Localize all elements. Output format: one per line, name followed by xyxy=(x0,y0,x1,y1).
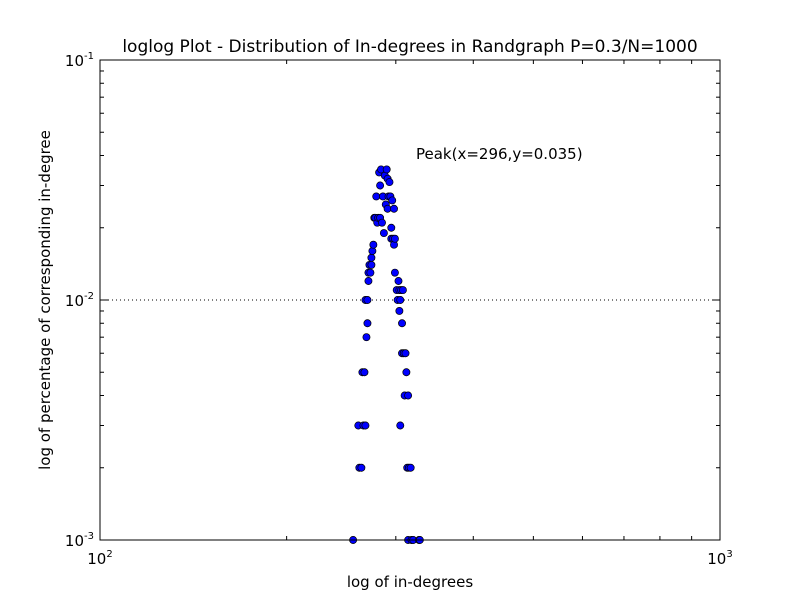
data-point xyxy=(372,192,381,201)
data-point xyxy=(360,368,369,377)
data-point xyxy=(362,333,371,342)
data-point xyxy=(382,165,391,174)
data-point xyxy=(387,223,396,232)
data-point xyxy=(367,253,376,262)
data-point xyxy=(364,277,373,285)
data-point xyxy=(402,368,411,377)
plot-frame xyxy=(99,59,721,541)
data-point xyxy=(396,421,405,430)
x-axis-label: log of in-degrees xyxy=(347,573,474,591)
data-point xyxy=(369,240,378,249)
data-point xyxy=(406,463,415,472)
data-point xyxy=(376,181,385,190)
data-point xyxy=(390,204,398,213)
data-point xyxy=(385,178,394,187)
chart-title: loglog Plot - Distribution of In-degrees… xyxy=(122,37,697,57)
data-point xyxy=(401,349,410,358)
data-point xyxy=(396,296,405,304)
y-tick-label: 10-2 xyxy=(65,291,94,310)
x-tick-label: 103 xyxy=(707,549,732,568)
data-point xyxy=(390,268,399,277)
data-point xyxy=(398,286,407,295)
x-tick-label: 102 xyxy=(87,549,112,568)
data-point xyxy=(363,319,372,328)
tick-label-layer: 102 103 10-3 10-2 10-1 xyxy=(65,51,733,568)
data-point xyxy=(394,277,403,285)
data-point xyxy=(398,319,406,328)
y-tick-label: 10-1 xyxy=(65,51,94,70)
y-tick-label: 10-3 xyxy=(65,531,94,550)
data-point xyxy=(367,260,376,269)
data-point xyxy=(390,234,399,243)
data-point xyxy=(357,463,366,472)
peak-annotation: Peak(x=296,y=0.035) xyxy=(416,145,583,163)
data-point xyxy=(378,218,386,227)
data-point xyxy=(395,307,404,315)
data-point xyxy=(366,268,375,277)
data-point xyxy=(404,391,413,400)
data-point xyxy=(388,196,397,205)
data-point xyxy=(379,229,388,238)
y-axis-label: log of percentage of corresponding in-de… xyxy=(36,130,54,470)
point-layer xyxy=(349,165,424,544)
data-point xyxy=(361,421,370,430)
data-point xyxy=(363,296,372,304)
